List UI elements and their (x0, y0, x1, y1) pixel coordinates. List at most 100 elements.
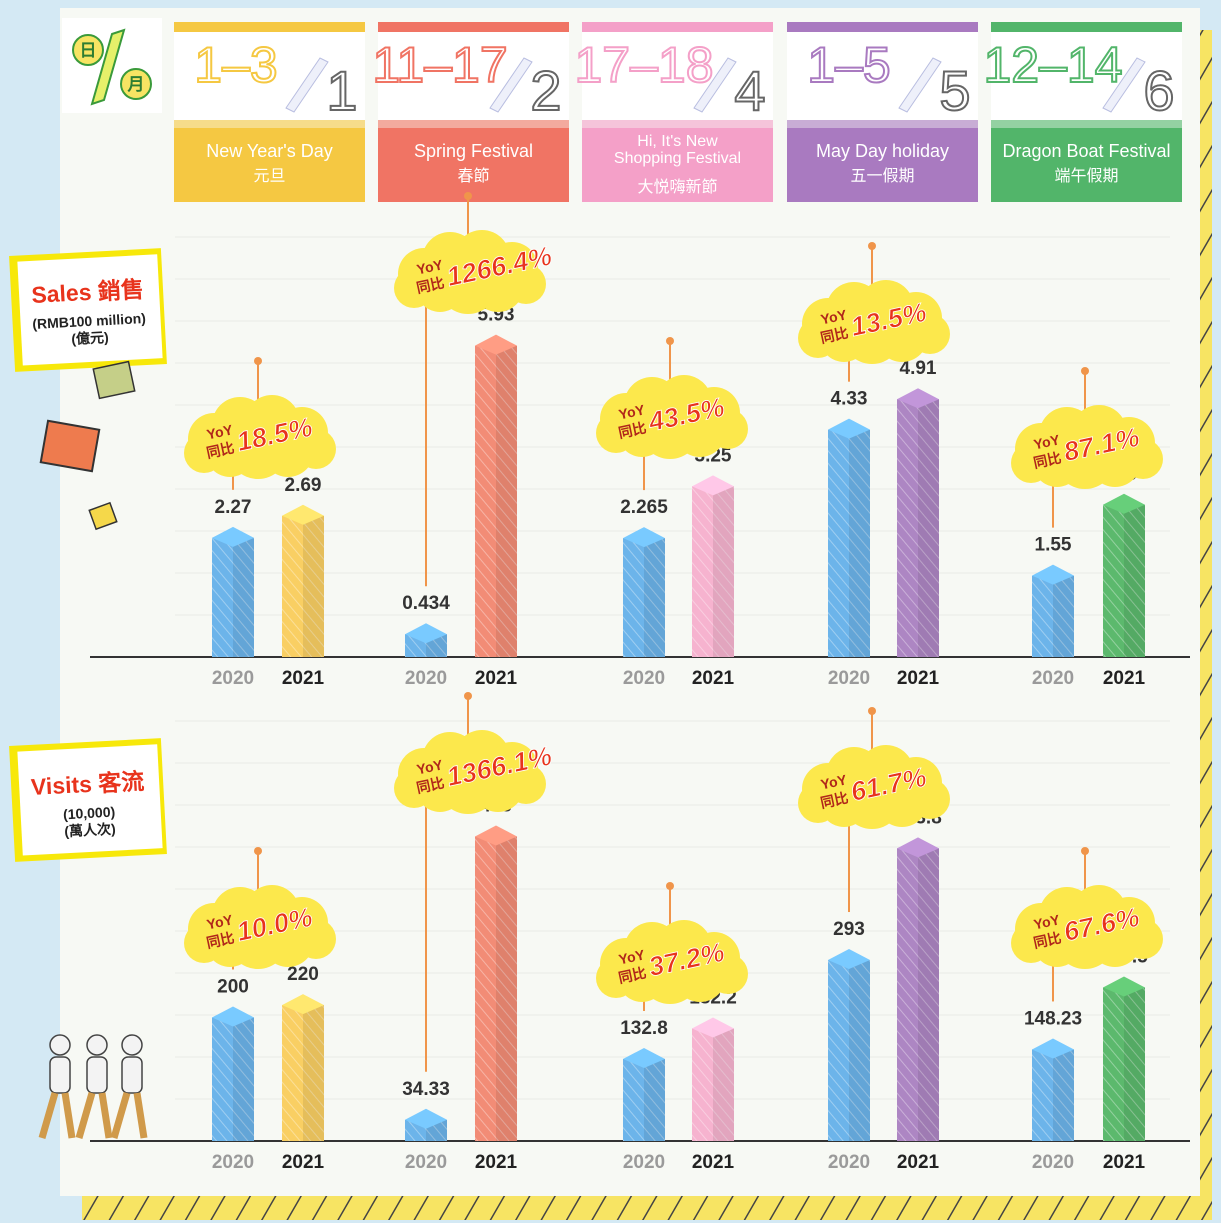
value-label: 200 (217, 976, 249, 997)
yoy-cloud (394, 730, 546, 814)
bar (475, 334, 517, 657)
yoy-label-zh: 同比 (1032, 449, 1063, 470)
yoy-label-en: YoY (617, 946, 647, 967)
bar (828, 418, 870, 657)
x-tick-label: 2020 (1032, 1152, 1074, 1173)
festival-name-zh: 五一假期 (850, 167, 914, 185)
bar-hatch (692, 486, 734, 657)
yoy-cloud (1011, 405, 1163, 489)
bar-hatch (1032, 575, 1074, 657)
badge-day: 日 (80, 41, 97, 60)
decorations (9, 248, 167, 1139)
bar-hatch (282, 515, 324, 657)
cloud-puff (876, 775, 928, 827)
bar-side (849, 960, 870, 1141)
card-stripe (378, 22, 569, 32)
bar-top (828, 949, 870, 970)
x-tick-label: 2020 (623, 1152, 665, 1173)
cloud-puff (618, 954, 666, 1002)
bar-top (692, 1017, 734, 1038)
x-tick-label: 2020 (623, 668, 665, 689)
festival-name-en: Dragon Boat Festival (1002, 141, 1170, 161)
bar-top (282, 994, 324, 1015)
cloud-puff (1033, 919, 1081, 967)
x-tick-label: 2021 (282, 1152, 325, 1173)
festival-name-zh: 元旦 (253, 168, 285, 185)
yoy-cloud (596, 375, 748, 459)
card-stripe (378, 120, 569, 128)
bar-hatch (692, 1028, 734, 1141)
bar-side (303, 1005, 324, 1141)
bar-top (405, 623, 447, 644)
yoy-label-en: YoY (1032, 911, 1062, 932)
card-stripe (174, 22, 365, 32)
bar-top (828, 418, 870, 439)
bar-top (692, 475, 734, 496)
chart-title: Sales 銷售 (31, 276, 145, 308)
cloud-dot (254, 847, 262, 855)
festival-month: 4 (734, 59, 765, 122)
yoy-label-zh: 同比 (205, 439, 236, 460)
bar-side (918, 848, 939, 1141)
festival-card: 12–14 6 Dragon Boat Festival 端午假期 (982, 22, 1182, 202)
bar-top (623, 1047, 665, 1068)
yoy-cloud (394, 230, 546, 314)
bar-hatch (623, 538, 665, 657)
cloud-dot (464, 692, 472, 700)
festival-dates: 11–17 (372, 37, 507, 93)
card-stripe (582, 22, 773, 32)
sales-note (9, 248, 167, 372)
card-stripe (787, 120, 978, 128)
cloud-puff (820, 314, 868, 362)
yoy-label-zh: 同比 (617, 419, 648, 440)
bar (1103, 493, 1145, 657)
value-label: 2.265 (620, 497, 668, 518)
cloud-puff (674, 950, 726, 1002)
bar-hatch (897, 848, 939, 1141)
date-badge: 日 月 (62, 18, 162, 113)
bar-side (644, 1058, 665, 1141)
cloud-dot (1081, 367, 1089, 375)
card-top (787, 22, 978, 120)
yoy-cloud (1011, 885, 1163, 969)
card-top (174, 22, 365, 120)
badge-month: 月 (127, 75, 145, 94)
bar (282, 994, 324, 1141)
x-tick-label: 2021 (475, 1152, 518, 1173)
card-top (378, 22, 569, 120)
bar-hatch (475, 836, 517, 1141)
festival-name-en: Spring Festival (414, 141, 533, 161)
bar-hatch (897, 399, 939, 657)
bar (212, 526, 254, 657)
date-slash (285, 57, 329, 113)
festival-name-zh: 大悦嗨新節 (637, 178, 717, 196)
bar (1032, 564, 1074, 657)
value-label: 132.8 (620, 1018, 668, 1039)
bar-hatch (1032, 1049, 1074, 1141)
festival-card: 1–3 1 New Year's Day 元旦 (174, 22, 365, 202)
cloud-puff (206, 919, 254, 967)
bar (282, 504, 324, 657)
festival-name-en: New Year's Day (206, 141, 333, 161)
bar-side (496, 836, 517, 1141)
cloud-puff (416, 264, 464, 312)
festival-dates: 12–14 (983, 37, 1122, 93)
value-label: 0.434 (402, 593, 450, 614)
festival-month: 6 (1143, 59, 1174, 122)
bar-top (897, 388, 939, 409)
bar-side (303, 515, 324, 657)
festival-name-zh: 春節 (457, 167, 489, 185)
card-bottom (787, 128, 978, 202)
x-tick-label: 2020 (828, 668, 870, 689)
bar (692, 475, 734, 657)
bar-side (496, 345, 517, 657)
yoy-label-en: YoY (617, 401, 647, 422)
festival-month: 1 (326, 59, 357, 122)
bar-side (849, 429, 870, 657)
bar (1032, 1038, 1074, 1141)
cloud-puff (416, 764, 464, 812)
yoy-label-en: YoY (205, 421, 235, 442)
chart-units: (億元) (71, 329, 109, 347)
cloud-puff (262, 915, 314, 967)
